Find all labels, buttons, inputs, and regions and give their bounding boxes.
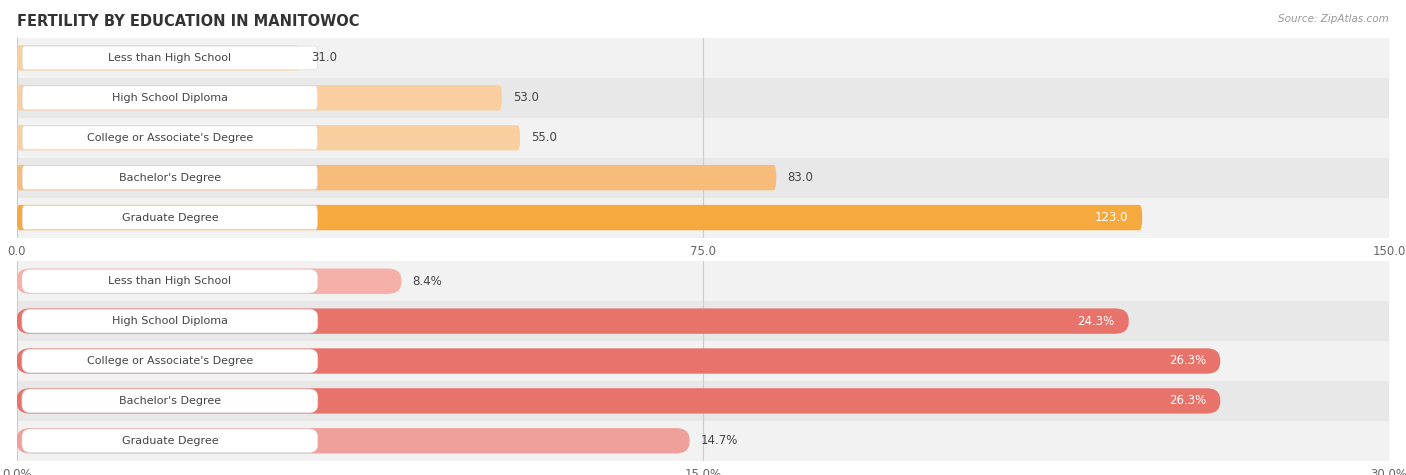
Bar: [17, 38, 1389, 78]
Text: High School Diploma: High School Diploma: [112, 93, 228, 103]
FancyBboxPatch shape: [22, 86, 318, 110]
FancyBboxPatch shape: [17, 125, 520, 151]
Text: 31.0: 31.0: [312, 51, 337, 65]
Bar: [17, 78, 1389, 118]
FancyBboxPatch shape: [17, 428, 690, 454]
Text: High School Diploma: High School Diploma: [112, 316, 228, 326]
Text: 26.3%: 26.3%: [1168, 354, 1206, 368]
Text: Bachelor's Degree: Bachelor's Degree: [120, 396, 221, 406]
Text: Graduate Degree: Graduate Degree: [121, 212, 218, 223]
Text: 55.0: 55.0: [531, 131, 557, 144]
Text: Less than High School: Less than High School: [108, 276, 232, 286]
Bar: [17, 381, 1389, 421]
Bar: [17, 341, 1389, 381]
FancyBboxPatch shape: [17, 85, 502, 111]
FancyBboxPatch shape: [17, 388, 1220, 414]
Text: College or Associate's Degree: College or Associate's Degree: [87, 356, 253, 366]
FancyBboxPatch shape: [22, 46, 318, 70]
Bar: [17, 421, 1389, 461]
FancyBboxPatch shape: [22, 206, 318, 229]
Text: 8.4%: 8.4%: [412, 275, 441, 288]
Text: 83.0: 83.0: [787, 171, 813, 184]
FancyBboxPatch shape: [17, 205, 1142, 230]
Bar: [17, 261, 1389, 301]
FancyBboxPatch shape: [22, 269, 318, 293]
Text: 123.0: 123.0: [1095, 211, 1129, 224]
FancyBboxPatch shape: [22, 349, 318, 373]
Text: Graduate Degree: Graduate Degree: [121, 436, 218, 446]
Text: Source: ZipAtlas.com: Source: ZipAtlas.com: [1278, 14, 1389, 24]
FancyBboxPatch shape: [22, 389, 318, 413]
FancyBboxPatch shape: [17, 268, 402, 294]
Bar: [17, 158, 1389, 198]
Text: 14.7%: 14.7%: [700, 434, 738, 447]
Text: FERTILITY BY EDUCATION IN MANITOWOC: FERTILITY BY EDUCATION IN MANITOWOC: [17, 14, 360, 29]
Bar: [17, 301, 1389, 341]
Text: 53.0: 53.0: [513, 91, 538, 104]
Text: Less than High School: Less than High School: [108, 53, 232, 63]
Text: 24.3%: 24.3%: [1077, 314, 1115, 328]
Text: Bachelor's Degree: Bachelor's Degree: [120, 172, 221, 183]
FancyBboxPatch shape: [22, 429, 318, 453]
FancyBboxPatch shape: [22, 166, 318, 190]
FancyBboxPatch shape: [22, 309, 318, 333]
FancyBboxPatch shape: [17, 308, 1129, 334]
Text: College or Associate's Degree: College or Associate's Degree: [87, 133, 253, 143]
Bar: [17, 118, 1389, 158]
FancyBboxPatch shape: [17, 45, 301, 71]
Bar: [17, 198, 1389, 238]
FancyBboxPatch shape: [22, 126, 318, 150]
Text: 26.3%: 26.3%: [1168, 394, 1206, 408]
FancyBboxPatch shape: [17, 348, 1220, 374]
FancyBboxPatch shape: [17, 165, 776, 190]
